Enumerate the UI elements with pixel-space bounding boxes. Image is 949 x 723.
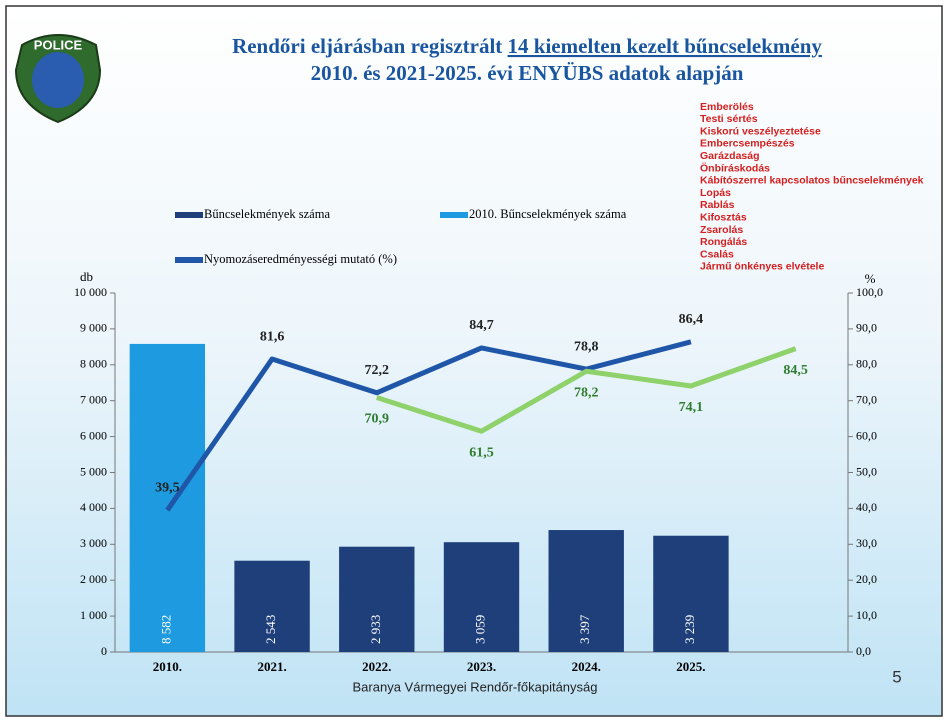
crime-item: Csalás — [700, 248, 734, 260]
x-tick-label: 2024. — [572, 659, 601, 674]
crime-item: Kábítószerrel kapcsolatos bűncselekménye… — [700, 175, 924, 187]
bar-value-label: 3 397 — [577, 614, 592, 644]
line-value-label: 81,6 — [260, 329, 285, 344]
line-value-label: 74,1 — [679, 400, 704, 415]
bar-value-label: 3 059 — [472, 615, 487, 644]
bar — [129, 343, 206, 652]
title-part: Rendőri eljárásban regisztrált — [232, 34, 507, 58]
line-value-label: 72,2 — [365, 363, 390, 378]
line-value-label: 78,8 — [574, 339, 599, 354]
y2-tick-label: 40,0 — [856, 500, 877, 514]
crime-item: Önbíráskodás — [700, 161, 770, 174]
y-tick-label: 10 000 — [74, 285, 107, 299]
crime-item: Rablás — [700, 199, 735, 211]
y-axis-label: db — [80, 269, 93, 284]
x-tick-label: 2023. — [467, 659, 496, 674]
crime-item: Zsarolás — [700, 224, 743, 236]
y2-tick-label: 60,0 — [856, 428, 877, 442]
crime-item: Lopás — [700, 187, 731, 199]
y2-tick-label: 0,0 — [856, 644, 871, 658]
crime-item: Rongálás — [700, 236, 747, 248]
page-number: 5 — [892, 667, 901, 686]
legend-label: 2010. Bűncselekmények száma — [469, 207, 627, 221]
bar — [443, 542, 520, 652]
x-tick-label: 2010. — [153, 659, 182, 674]
bar — [653, 535, 729, 652]
crime-item: Emberölés — [700, 101, 754, 113]
y2-tick-label: 100,0 — [856, 285, 883, 299]
badge: POLICE — [14, 34, 102, 124]
crime-item: Kiskorú veszélyeztetése — [700, 125, 821, 137]
y-tick-label: 9 000 — [80, 321, 107, 335]
line-value-label: 84,7 — [469, 318, 494, 333]
legend-label: Nyomozáseredményességi mutató (%) — [204, 252, 397, 266]
x-tick-label: 2025. — [676, 659, 705, 674]
crime-item: Garázdaság — [700, 150, 760, 162]
crime-item: Kifosztás — [700, 211, 747, 223]
y-tick-label: 7 000 — [80, 392, 107, 406]
y2-tick-label: 70,0 — [856, 392, 877, 406]
y2-tick-label: 20,0 — [856, 572, 877, 586]
y-tick-label: 4 000 — [80, 500, 107, 514]
y-tick-label: 1 000 — [80, 608, 107, 622]
y2-tick-label: 80,0 — [856, 357, 877, 371]
crime-item: Embercsempészés — [700, 138, 795, 150]
bar-value-label: 3 239 — [682, 615, 697, 644]
bar — [548, 530, 624, 652]
y2-axis-label: % — [865, 271, 876, 286]
x-tick-label: 2021. — [257, 659, 286, 674]
line-value-label: 84,5 — [783, 363, 808, 378]
chart-title: Rendőri eljárásban regisztrált 14 kiemel… — [232, 34, 822, 58]
line-value-label: 86,4 — [679, 312, 704, 327]
legend-label: Bűncselekmények száma — [204, 207, 330, 221]
crime-item: Testi sértés — [700, 113, 758, 125]
y-tick-label: 0 — [101, 644, 107, 658]
chart-title: 2010. és 2021-2025. évi ENYÜBS adatok al… — [311, 61, 744, 85]
y2-tick-label: 50,0 — [856, 464, 877, 478]
title-part: 14 kiemelten kezelt bűncselekmény — [508, 34, 823, 58]
x-tick-label: 2022. — [362, 659, 391, 674]
y-tick-label: 2 000 — [80, 572, 107, 586]
line-value-label: 61,5 — [469, 445, 494, 460]
crime-item: Jármű önkényes elvétele — [700, 261, 824, 273]
y-tick-label: 8 000 — [80, 357, 107, 371]
badge-text: POLICE — [34, 37, 83, 52]
bar-value-label: 2 933 — [368, 615, 383, 644]
bar — [339, 546, 415, 652]
line-value-label: 78,2 — [574, 385, 599, 400]
bar-value-label: 8 582 — [158, 615, 173, 644]
y2-tick-label: 10,0 — [856, 608, 877, 622]
y-tick-label: 3 000 — [80, 536, 107, 550]
line — [165, 339, 692, 512]
line-value-label: 70,9 — [365, 412, 390, 427]
bar — [234, 560, 310, 652]
y-tick-label: 5 000 — [80, 464, 107, 478]
y2-tick-label: 90,0 — [856, 321, 877, 335]
line-value-label: 39,5 — [155, 480, 180, 495]
bar-value-label: 2 543 — [263, 615, 278, 644]
y2-tick-label: 30,0 — [856, 536, 877, 550]
y-tick-label: 6 000 — [80, 428, 107, 442]
line — [376, 346, 797, 434]
footer: Baranya Vármegyei Rendőr-főkapitányság — [353, 679, 598, 694]
